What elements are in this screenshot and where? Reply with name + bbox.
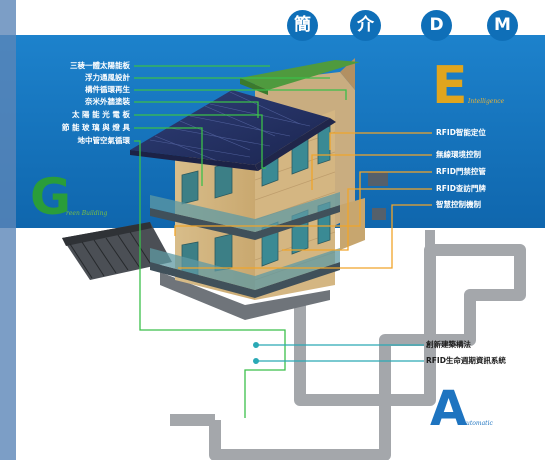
subtitle-green-building: reen Building — [66, 210, 108, 217]
teal-dot-1 — [253, 342, 259, 348]
label-rfid-access-control: RFID門禁控管 — [436, 167, 486, 176]
green-callout-lines — [134, 65, 347, 418]
ground-pipe — [209, 244, 526, 460]
label-earth-tube-circulation: 地中管空氣循環 — [77, 136, 131, 145]
label-buoyancy-ventilation: 浮力通風設計 — [85, 73, 130, 82]
subtitle-intelligence: Intelligence — [468, 98, 505, 105]
label-smart-control: 智慧控制機制 — [436, 200, 481, 209]
teal-dot-2 — [253, 358, 259, 364]
green-roof — [240, 60, 360, 90]
subtitle-automatic: utomatic — [466, 420, 493, 427]
label-rfid-visitor-doorplate: RFID查訪門牌 — [436, 184, 486, 193]
left-strip — [0, 0, 16, 460]
balcony-upper — [150, 205, 340, 240]
orange-callout-lines — [174, 132, 432, 269]
header-char-jie: 介 — [350, 10, 381, 41]
header-char-jian: 簡 — [287, 10, 318, 41]
label-photovoltaic-panel: 太 陽 能 光 電 板 — [71, 110, 130, 119]
letter-e: E — [432, 56, 468, 116]
label-rfid-positioning: RFID智能定位 — [436, 128, 486, 137]
label-innovative-construction: 創新建築構法 — [426, 340, 471, 349]
label-wireless-env-control: 無線環境控制 — [436, 150, 481, 159]
label-nano-coating: 奈米外牆塗裝 — [85, 97, 130, 106]
letter-a: A — [430, 381, 468, 437]
ground-slab — [160, 272, 330, 320]
label-energy-saving-glass: 節 能 玻 璃 與 燈 具 — [61, 123, 130, 132]
teal-callout-lines — [256, 344, 424, 362]
letter-g: G — [30, 168, 72, 226]
label-rfid-lifecycle-system: RFID生命週期資訊系統 — [426, 356, 506, 365]
header-char-m: M — [487, 10, 518, 41]
label-component-recycling: 構件循環再生 — [85, 85, 130, 94]
balcony-lower — [150, 262, 340, 298]
header-char-d: D — [421, 10, 452, 41]
label-solar-panel-triple: 三稜一體太陽能板 — [70, 61, 130, 70]
